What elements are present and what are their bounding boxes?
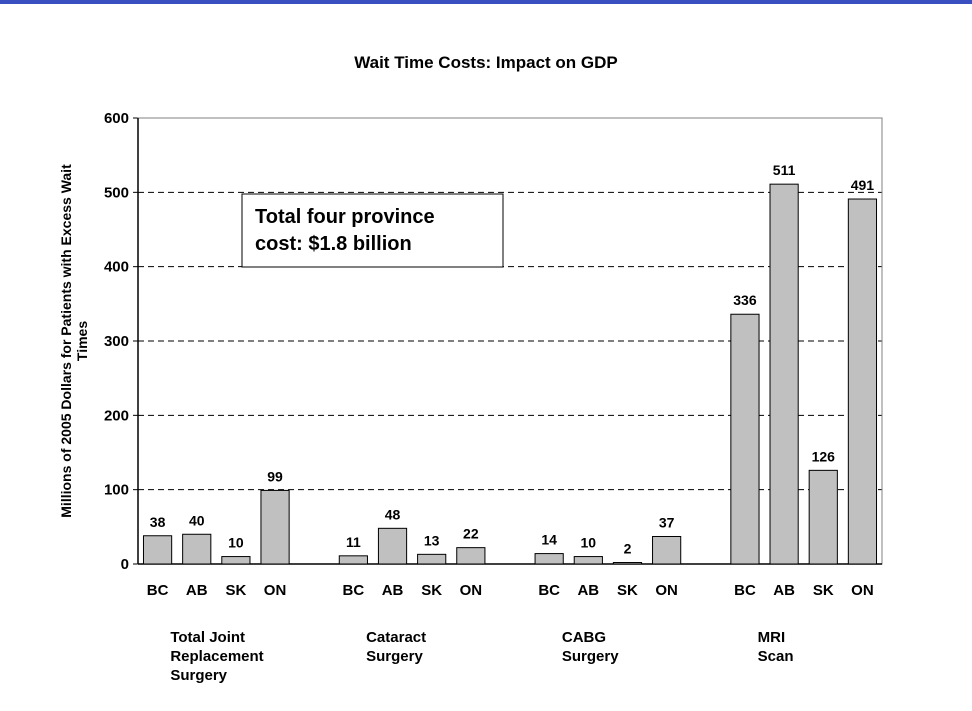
annotation-box <box>241 193 504 268</box>
x-tick-label: BC <box>538 582 560 599</box>
bar <box>847 198 878 565</box>
y-axis-title: Millions of 2005 Dollars for Patients wi… <box>58 164 90 518</box>
bar <box>182 533 212 565</box>
data-label: 511 <box>773 162 796 178</box>
x-tick-label: ON <box>264 582 287 599</box>
bar <box>769 183 799 565</box>
y-tick-label: 100 <box>104 482 129 499</box>
bar <box>612 562 643 565</box>
bar <box>652 535 682 565</box>
y-axis-label: Millions of 2005 Dollars for Patients wi… <box>58 164 90 518</box>
bar <box>534 553 564 565</box>
bar <box>338 555 368 565</box>
bar <box>573 556 603 565</box>
group-label: Cataract Surgery <box>366 629 426 665</box>
data-label: 37 <box>659 514 675 530</box>
data-label: 48 <box>385 506 401 522</box>
x-tick-label: AB <box>382 582 404 599</box>
x-tick-label: SK <box>225 582 246 599</box>
bar <box>377 527 408 565</box>
data-label: 10 <box>228 535 244 551</box>
data-label: 126 <box>812 448 836 464</box>
x-tick-label: SK <box>421 582 442 599</box>
x-tick-label: AB <box>773 582 795 599</box>
bar <box>221 556 251 565</box>
bars <box>142 183 878 565</box>
y-tick-label: 400 <box>104 259 129 276</box>
data-label: 336 <box>733 292 757 308</box>
data-label: 491 <box>851 177 875 193</box>
x-tick-label: AB <box>186 582 208 599</box>
x-tick-label: SK <box>617 582 638 599</box>
total-cost-annotation: Total four province cost: $1.8 billion <box>241 193 504 268</box>
y-tick-label: 600 <box>104 110 129 127</box>
bar <box>417 553 447 565</box>
header-rule <box>0 0 972 4</box>
bar <box>142 535 173 565</box>
data-label: 40 <box>189 512 205 528</box>
x-tick-label: SK <box>813 582 834 599</box>
x-tick-label: ON <box>851 582 874 599</box>
bar <box>456 547 486 565</box>
data-labels: 38 BC 40 AB 10 SK 99 ON 11 BC 48 AB 13 SK 22 ON 14 BC 10 AB… <box>147 162 875 684</box>
data-label: 11 <box>346 534 361 550</box>
data-label: 22 <box>463 526 479 542</box>
data-label: 2 <box>624 541 632 557</box>
x-tick-label: AB <box>577 582 599 599</box>
data-label: 10 <box>581 535 597 551</box>
y-tick-label: 300 <box>104 333 129 350</box>
x-tick-label: BC <box>343 582 365 599</box>
group-label: MRI Scan <box>758 629 794 665</box>
x-tick-label: BC <box>734 582 756 599</box>
data-label: 38 <box>150 514 166 530</box>
x-tick-label: ON <box>460 582 483 599</box>
y-tick-label: 0 <box>121 556 129 573</box>
data-label: 13 <box>424 532 440 548</box>
group-label: Total Joint Replacement Surgery <box>170 629 263 684</box>
bar <box>808 469 838 565</box>
data-label: 14 <box>541 532 557 548</box>
bar <box>730 313 760 565</box>
group-label: CABG Surgery <box>562 629 619 665</box>
bar <box>260 489 290 565</box>
chart-title: Wait Time Costs: Impact on GDP <box>354 53 618 72</box>
y-tick-label: 500 <box>104 184 129 201</box>
y-tick-label: 200 <box>104 407 129 424</box>
x-tick-label: BC <box>147 582 169 599</box>
annotation-text: Total four province cost: $1.8 billion <box>255 206 435 255</box>
x-tick-label: ON <box>655 582 678 599</box>
data-label: 99 <box>267 468 283 484</box>
